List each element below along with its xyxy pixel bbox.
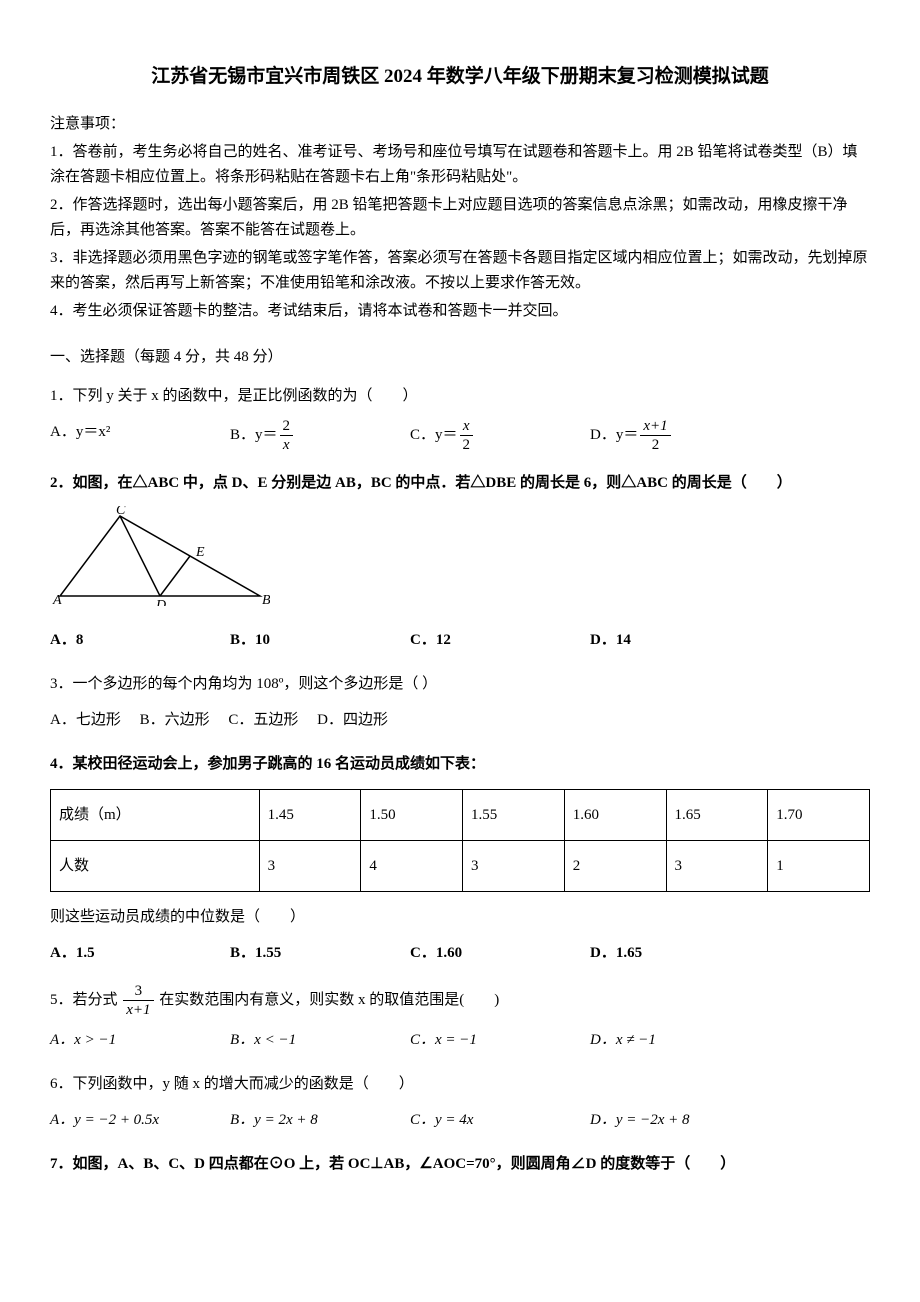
q5-optB: B．x < −1 [230, 1025, 410, 1055]
question-6: 6．下列函数中，y 随 x 的增大而减少的函数是（ ） A．y = −2 + 0… [50, 1069, 870, 1135]
svg-text:E: E [195, 545, 205, 560]
th-0: 成绩（m） [51, 790, 260, 841]
th-1: 1.45 [259, 790, 361, 841]
q5-optD: D．x ≠ −1 [590, 1025, 770, 1055]
svg-text:C: C [116, 506, 126, 518]
q5-optC: C．x = −1 [410, 1025, 590, 1055]
q1-optB-frac: 2x [280, 417, 294, 454]
q3-optA: A．七边形 [50, 712, 121, 728]
q4-score-table: 成绩（m） 1.45 1.50 1.55 1.60 1.65 1.70 人数 3… [50, 789, 870, 892]
q2-options: A．8 B．10 C．12 D．14 [50, 625, 870, 655]
td-3: 2 [564, 841, 666, 892]
q1-optD: D．y＝x+12 [590, 417, 770, 454]
q1-optA: A．y＝x² [50, 417, 230, 454]
q1-optD-frac: x+12 [640, 417, 670, 454]
instruction-2: 2．作答选择题时，选出每小题答案后，用 2B 铅笔把答题卡上对应题目选项的答案信… [50, 193, 870, 244]
q1-optB-prefix: B．y＝ [230, 427, 278, 443]
q2-text: 2．如图，在△ABC 中，点 D、E 分别是边 AB，BC 的中点．若△DBE … [50, 468, 870, 498]
q1-optD-prefix: D．y＝ [590, 427, 638, 443]
q2-optB: B．10 [230, 625, 410, 655]
question-1: 1．下列 y 关于 x 的函数中，是正比例函数的为（ ） A．y＝x² B．y＝… [50, 381, 870, 454]
q5-text: 5．若分式 3x+1 在实数范围内有意义，则实数 x 的取值范围是( ) [50, 982, 870, 1019]
q4-optA: A．1.5 [50, 938, 230, 968]
q7-text: 7．如图，A、B、C、D 四点都在⊙O 上，若 OC⊥AB，∠AOC=70°，则… [50, 1149, 870, 1179]
q1-text: 1．下列 y 关于 x 的函数中，是正比例函数的为（ ） [50, 381, 870, 411]
q1-optC-prefix: C．y＝ [410, 427, 458, 443]
td-2: 3 [463, 841, 565, 892]
q6-optA: A．y = −2 + 0.5x [50, 1105, 230, 1135]
q5-optA: A．x > −1 [50, 1025, 230, 1055]
q1-optB: B．y＝2x [230, 417, 410, 454]
q5-options: A．x > −1 B．x < −1 C．x = −1 D．x ≠ −1 [50, 1025, 870, 1055]
q3-optD: D．四边形 [317, 712, 388, 728]
question-5: 5．若分式 3x+1 在实数范围内有意义，则实数 x 的取值范围是( ) A．x… [50, 982, 870, 1055]
notice-header: 注意事项： [50, 112, 870, 138]
q3-optC: C．五边形 [228, 712, 298, 728]
q2-figure: A B C D E [50, 506, 870, 617]
question-2: 2．如图，在△ABC 中，点 D、E 分别是边 AB，BC 的中点．若△DBE … [50, 468, 870, 655]
table-data-row: 人数 3 4 3 2 3 1 [51, 841, 870, 892]
table-header-row: 成绩（m） 1.45 1.50 1.55 1.60 1.65 1.70 [51, 790, 870, 841]
td-1: 4 [361, 841, 463, 892]
instructions-block: 注意事项： 1．答卷前，考生务必将自己的姓名、准考证号、考场号和座位号填写在试题… [50, 112, 870, 324]
td-0: 3 [259, 841, 361, 892]
q4-optD: D．1.65 [590, 938, 770, 968]
q4-text: 4．某校田径运动会上，参加男子跳高的 16 名运动员成绩如下表： [50, 749, 870, 779]
q6-optB: B．y = 2x + 8 [230, 1105, 410, 1135]
th-4: 1.60 [564, 790, 666, 841]
instruction-1: 1．答卷前，考生务必将自己的姓名、准考证号、考场号和座位号填写在试题卷和答题卡上… [50, 140, 870, 191]
q5-frac: 3x+1 [123, 982, 153, 1019]
q6-optC: C．y = 4x [410, 1105, 590, 1135]
q4-options: A．1.5 B．1.55 C．1.60 D．1.65 [50, 938, 870, 968]
q2-optD: D．14 [590, 625, 770, 655]
q1-optC: C．y＝x2 [410, 417, 590, 454]
td-label: 人数 [51, 841, 260, 892]
th-5: 1.65 [666, 790, 768, 841]
q3-options: A．七边形 B．六边形 C．五边形 D．四边形 [50, 705, 870, 735]
q2-optA: A．8 [50, 625, 230, 655]
svg-text:A: A [52, 593, 62, 606]
instruction-4: 4．考生必须保证答题卡的整洁。考试结束后，请将本试卷和答题卡一并交回。 [50, 299, 870, 325]
th-6: 1.70 [768, 790, 870, 841]
q1-options: A．y＝x² B．y＝2x C．y＝x2 D．y＝x+12 [50, 417, 870, 454]
q6-text: 6．下列函数中，y 随 x 的增大而减少的函数是（ ） [50, 1069, 870, 1099]
q2-optC: C．12 [410, 625, 590, 655]
q5-suffix: 在实数范围内有意义，则实数 x 的取值范围是( ) [159, 992, 499, 1008]
td-5: 1 [768, 841, 870, 892]
q6-optD: D．y = −2x + 8 [590, 1105, 770, 1135]
q4-optC: C．1.60 [410, 938, 590, 968]
td-4: 3 [666, 841, 768, 892]
q3-text: 3．一个多边形的每个内角均为 108º，则这个多边形是（ ） [50, 669, 870, 699]
instruction-3: 3．非选择题必须用黑色字迹的钢笔或签字笔作答，答案必须写在答题卡各题目指定区域内… [50, 246, 870, 297]
triangle-diagram: A B C D E [50, 506, 270, 606]
question-3: 3．一个多边形的每个内角均为 108º，则这个多边形是（ ） A．七边形 B．六… [50, 669, 870, 735]
q4-after: 则这些运动员成绩的中位数是（ ） [50, 902, 870, 932]
question-7: 7．如图，A、B、C、D 四点都在⊙O 上，若 OC⊥AB，∠AOC=70°，则… [50, 1149, 870, 1179]
q4-optB: B．1.55 [230, 938, 410, 968]
th-2: 1.50 [361, 790, 463, 841]
exam-title: 江苏省无锡市宜兴市周铁区 2024 年数学八年级下册期末复习检测模拟试题 [50, 60, 870, 94]
q1-optC-frac: x2 [460, 417, 474, 454]
q5-prefix: 5．若分式 [50, 992, 118, 1008]
svg-text:B: B [262, 593, 270, 606]
q3-optB: B．六边形 [140, 712, 210, 728]
th-3: 1.55 [463, 790, 565, 841]
q6-options: A．y = −2 + 0.5x B．y = 2x + 8 C．y = 4x D．… [50, 1105, 870, 1135]
section-1-header: 一、选择题（每题 4 分，共 48 分） [50, 344, 870, 371]
question-4: 4．某校田径运动会上，参加男子跳高的 16 名运动员成绩如下表： 成绩（m） 1… [50, 749, 870, 968]
svg-text:D: D [155, 598, 166, 606]
